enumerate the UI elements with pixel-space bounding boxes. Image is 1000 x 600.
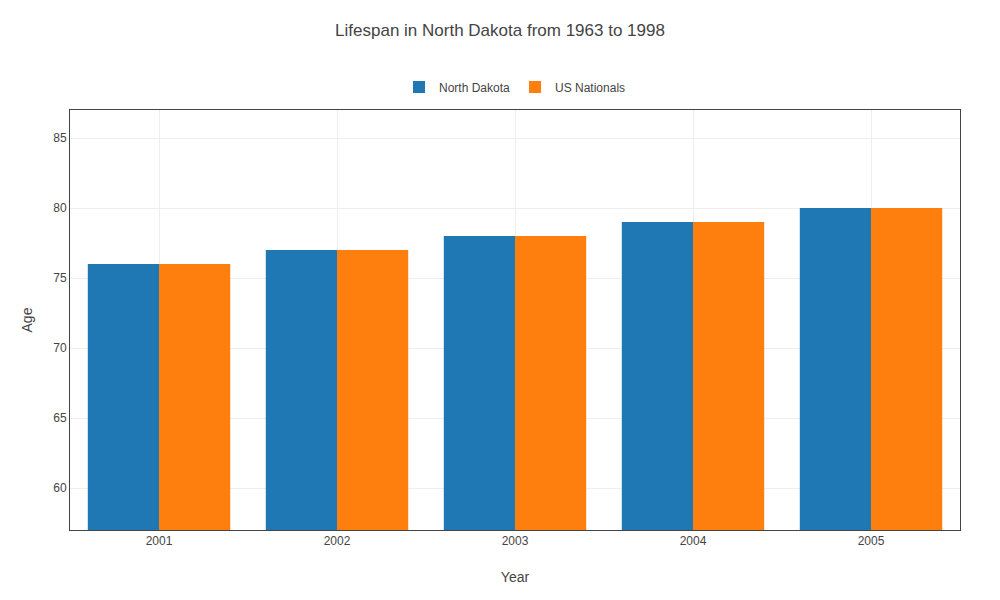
svg-text:60: 60 (53, 481, 67, 495)
svg-text:2004: 2004 (680, 534, 707, 548)
svg-text:85: 85 (53, 131, 67, 145)
svg-text:Year: Year (501, 569, 530, 585)
svg-text:80: 80 (53, 201, 67, 215)
svg-text:65: 65 (53, 411, 67, 425)
svg-text:Lifespan in North Dakota from: Lifespan in North Dakota from 1963 to 19… (335, 21, 665, 40)
svg-text:70: 70 (53, 341, 67, 355)
svg-text:2001: 2001 (146, 534, 173, 548)
svg-text:2005: 2005 (858, 534, 885, 548)
svg-text:2003: 2003 (502, 534, 529, 548)
svg-text:75: 75 (53, 271, 67, 285)
svg-text:2002: 2002 (324, 534, 351, 548)
svg-text:North Dakota: North Dakota (439, 81, 510, 95)
svg-text:Age: Age (19, 307, 35, 332)
svg-text:US Nationals: US Nationals (555, 81, 625, 95)
